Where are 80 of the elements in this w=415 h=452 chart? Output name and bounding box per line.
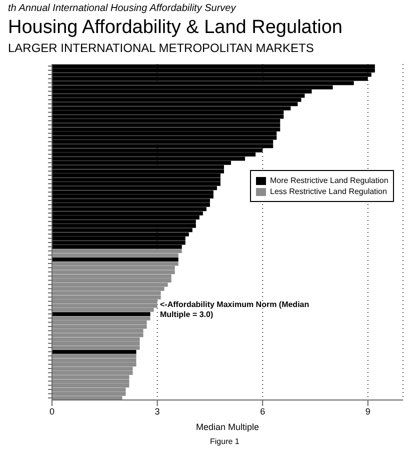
bar: [52, 240, 186, 245]
bar: [52, 224, 196, 228]
bar: [52, 123, 280, 128]
bar: [52, 384, 130, 388]
bar: [52, 350, 136, 354]
bar: [52, 333, 144, 338]
x-tick-label: 0: [49, 406, 55, 416]
bar: [52, 375, 130, 380]
bar: [52, 300, 158, 304]
bar: [52, 228, 192, 232]
bar: [52, 304, 158, 308]
bar: [52, 182, 220, 186]
bar: [52, 174, 220, 178]
x-tick-label: 6: [260, 406, 266, 416]
bar: [52, 194, 214, 199]
bar: [52, 320, 147, 325]
bar: [52, 262, 178, 266]
bar: [52, 312, 150, 316]
bar: [52, 114, 284, 119]
bar: [52, 282, 168, 287]
bar: [52, 98, 302, 102]
bar: [52, 132, 277, 136]
bar: [52, 144, 274, 148]
bar: [52, 211, 203, 216]
text: th Annual International Housing Affordability Survey: [8, 3, 236, 14]
bar: [52, 366, 133, 371]
bar: [52, 236, 186, 241]
bar: [52, 207, 206, 212]
bar: [52, 249, 182, 254]
x-axis-title: Median Multiple: [196, 422, 260, 432]
bar: [52, 278, 172, 283]
bar: [52, 388, 126, 392]
bar: [52, 392, 126, 396]
bar: [52, 232, 189, 236]
bar: [52, 370, 133, 375]
bar: [52, 64, 375, 68]
bar: [52, 76, 368, 81]
bar: [52, 316, 150, 320]
annotation: <-Affordability Maximum Norm (Median Multiple = 3.0): [160, 300, 310, 320]
bar: [52, 266, 175, 270]
bar: [52, 253, 178, 258]
bar: [52, 216, 200, 220]
bar: [52, 337, 140, 342]
bar: [52, 178, 220, 182]
bar: [52, 198, 210, 203]
bar: [52, 324, 147, 329]
bar: [52, 291, 161, 296]
bar: [52, 354, 136, 358]
bar: [52, 308, 154, 312]
bar: [52, 186, 217, 190]
bar: [52, 127, 280, 132]
bar: [52, 102, 298, 106]
bar: [52, 295, 161, 300]
bar: [52, 379, 130, 384]
chart-title: Housing Affordability & Land Regulation: [8, 17, 342, 39]
legend-label: More Restrictive Land Regulation: [270, 176, 388, 185]
bar: [52, 274, 172, 278]
bar: [52, 346, 140, 350]
bar: [52, 220, 196, 224]
bar: [52, 140, 274, 144]
bar: [52, 72, 372, 77]
bar: [52, 169, 224, 174]
bar: [52, 118, 280, 123]
x-tick-label: 9: [365, 406, 370, 416]
x-tick-label: 3: [154, 406, 160, 416]
bar: [52, 202, 210, 207]
bar: [52, 190, 214, 194]
bar: [52, 328, 144, 333]
bar: [52, 136, 277, 140]
chart-subtitle: LARGER INTERNATIONAL METROPOLITAN MARKETS: [8, 41, 314, 55]
bar: [52, 342, 140, 346]
bar: [52, 270, 175, 274]
bar: [52, 258, 178, 262]
bar: [52, 358, 136, 362]
bar: [52, 68, 375, 73]
caption: Figure 1: [210, 437, 240, 446]
bar: [52, 286, 164, 291]
bar: [52, 244, 182, 249]
bar: [52, 362, 136, 367]
legend-label: Less Restrictive Land Regulation: [270, 187, 387, 196]
